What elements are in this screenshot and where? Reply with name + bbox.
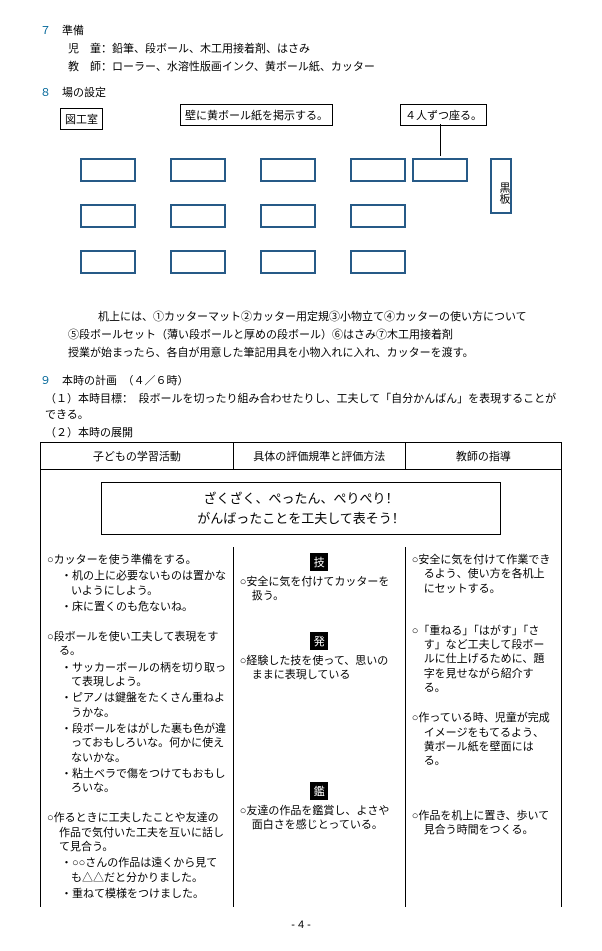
desk	[260, 250, 316, 274]
desk	[260, 204, 316, 228]
section-7-heading: ７ 準備	[40, 22, 562, 38]
desk	[412, 158, 468, 182]
desk	[260, 158, 316, 182]
callout-seating: ４人ずつ座る。	[400, 104, 487, 126]
room-diagram: 図工室 壁に黄ボール紙を掲示する。 ４人ずつ座る。 黒板	[60, 104, 540, 304]
section-9-heading: ９ 本時の計画 （４／６時）	[40, 372, 562, 388]
activity-subitem: ・○○さんの作品は遠くから見ても△△だと分かりました。	[61, 856, 227, 885]
activity-item: ○作るときに工夫したことや友達の作品で気付いた工夫を互いに話して見合う。	[47, 811, 227, 854]
banner-line-2: がんばったことを工夫して表そう！	[112, 509, 490, 529]
teacher-materials: 教 師：ローラー、水溶性版画インク、黄ボール紙、カッター	[40, 58, 562, 74]
desk-setup-note-1: 机上には、①カッターマット②カッター用定規③小物立て④カッターの使い方について	[40, 308, 562, 324]
section-7-title: 準備	[62, 25, 84, 37]
banner-row: ざくざく、ぺったん、ぺりぺり！ がんばったことを工夫して表そう！	[41, 470, 562, 548]
activity-subitem: ・サッカーボールの柄を切り取って表現しよう。	[61, 661, 227, 690]
desk-setup-note-3: 授業が始まったら、各自が用意した筆記用具を小物入れに入れ、カッターを渡す。	[40, 344, 562, 360]
section-9: ９ 本時の計画 （４／６時） （１）本時目標： 段ボールを切ったり組み合わせたり…	[40, 372, 562, 907]
activity-subitem: ・机の上に必要ないものは置かないようにしよう。	[61, 569, 227, 598]
section-8-title: 場の設定	[62, 87, 106, 99]
guidance-item: ○安全に気を付けて作業できるよう、使い方を各机上にセットする。	[412, 553, 555, 596]
arrow-line	[440, 124, 441, 156]
lesson-development-label: （２）本時の展開	[40, 424, 562, 440]
table-header-row: 子どもの学習活動 具体の評価規準と評価方法 教師の指導	[41, 443, 562, 470]
eval-tag-express: 発	[310, 632, 328, 650]
blackboard-label: 黒板	[490, 158, 512, 214]
eval-tag-appreciate: 鑑	[310, 782, 328, 800]
table-row: ○カッターを使う準備をする。 ・机の上に必要ないものは置かないようにしよう。 ・…	[41, 547, 562, 907]
activity-subitem: ・粘土ベラで傷をつけてもおもしろいな。	[61, 767, 227, 796]
activity-subitem: ・床に置くのも危ないね。	[61, 600, 227, 614]
desk	[80, 158, 136, 182]
activity-subitem: ・ピアノは鍵盤をたくさん重ねようかな。	[61, 691, 227, 720]
eval-item: ○安全に気を付けてカッターを扱う。	[240, 575, 399, 604]
desk	[350, 158, 406, 182]
lesson-goal: （１）本時目標： 段ボールを切ったり組み合わせたりし、工夫して「自分かんばん」を…	[40, 390, 562, 422]
section-9-title: 本時の計画 （４／６時）	[62, 375, 189, 387]
eval-tag-skill: 技	[310, 553, 328, 571]
desk	[80, 204, 136, 228]
desk	[80, 250, 136, 274]
section-7-num: ７	[40, 25, 51, 37]
callout-yellow-paper: 壁に黄ボール紙を掲示する。	[180, 104, 333, 126]
header-activities: 子どもの学習活動	[41, 443, 234, 470]
banner-line-1: ざくざく、ぺったん、ぺりぺり！	[112, 489, 490, 509]
desk-setup-note-2: ⑤段ボールセット（薄い段ボールと厚めの段ボール）⑥はさみ⑦木工用接着剤	[40, 326, 562, 342]
header-guidance: 教師の指導	[405, 443, 561, 470]
section-7: ７ 準備 児 童：鉛筆、段ボール、木工用接着剤、はさみ 教 師：ローラー、水溶性…	[40, 22, 562, 74]
room-name-label: 図工室	[60, 108, 103, 130]
children-materials: 児 童：鉛筆、段ボール、木工用接着剤、はさみ	[40, 40, 562, 56]
guidance-item: ○作っている時、児童が完成イメージをもてるよう、黄ボール紙を壁面にはる。	[412, 711, 555, 768]
activity-item: ○段ボールを使い工夫して表現をする。	[47, 630, 227, 659]
desk	[170, 250, 226, 274]
eval-item: ○経験した技を使って、思いのままに表現している	[240, 654, 399, 683]
section-8-heading: ８ 場の設定	[40, 84, 562, 100]
desk	[350, 204, 406, 228]
desk	[170, 158, 226, 182]
guidance-item: ○「重ねる」「はがす」「さす」など工夫して段ボールに仕上げるために、題字を見せな…	[412, 624, 555, 695]
desk	[170, 204, 226, 228]
page-number: - 4 -	[40, 919, 562, 931]
lesson-plan-table: 子どもの学習活動 具体の評価規準と評価方法 教師の指導 ざくざく、ぺったん、ぺり…	[40, 442, 562, 907]
desk	[350, 250, 406, 274]
activity-subitem: ・段ボールをはがした裏も色が違っておもしろいな。何かに使えないかな。	[61, 722, 227, 765]
eval-item: ○友達の作品を鑑賞し、よさや面白さを感じとっている。	[240, 804, 399, 833]
guidance-item: ○作品を机上に置き、歩いて見合う時間をつくる。	[412, 809, 555, 838]
activity-subitem: ・重ねて模様をつけました。	[61, 887, 227, 901]
section-8-num: ８	[40, 87, 51, 99]
header-evaluation: 具体の評価規準と評価方法	[233, 443, 405, 470]
section-8: ８ 場の設定 図工室 壁に黄ボール紙を掲示する。 ４人ずつ座る。 黒板 机上には…	[40, 84, 562, 360]
lesson-title-banner: ざくざく、ぺったん、ぺりぺり！ がんばったことを工夫して表そう！	[101, 482, 501, 535]
activity-item: ○カッターを使う準備をする。	[47, 553, 227, 567]
section-9-num: ９	[40, 375, 51, 387]
